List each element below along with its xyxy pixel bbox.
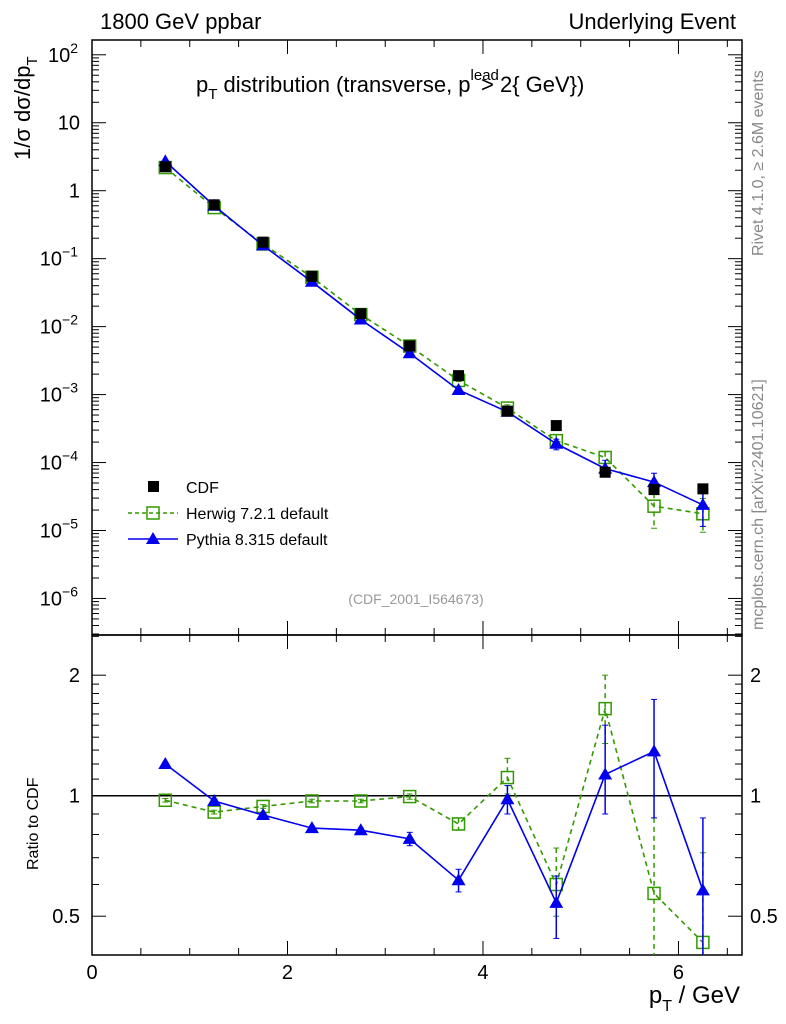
y-tick-label: 10−2 <box>40 312 78 339</box>
pythia-line <box>164 750 704 905</box>
y-tick-label: 10−6 <box>40 583 78 610</box>
cdf-data-marker <box>453 370 465 382</box>
herwig-line <box>164 166 704 515</box>
main-series <box>158 154 710 533</box>
cdf-data-marker <box>355 308 367 320</box>
ratio-y-tick-label-left: 0.5 <box>52 906 80 928</box>
pythia-marker <box>549 436 564 449</box>
pythia-marker <box>500 792 515 805</box>
herwig-line <box>165 705 704 943</box>
y-tick-label: 1 <box>69 181 80 203</box>
ratio-series <box>158 674 710 955</box>
pythia-marker <box>695 497 710 510</box>
pythia-marker <box>353 823 368 836</box>
cdf-data-marker <box>648 484 660 496</box>
legend-marker-herwig <box>146 506 160 520</box>
herwig-marker <box>207 805 221 819</box>
herwig-marker <box>305 794 319 808</box>
ratio-y-axis-label: Ratio to CDF <box>25 777 42 870</box>
cdf-data-marker <box>501 405 513 417</box>
herwig-marker <box>647 886 661 901</box>
main-y-axis-label: 1/σ dσ/dpT <box>10 56 41 160</box>
pythia-marker <box>207 793 222 806</box>
ratio-y-tick-label-right: 1 <box>750 786 761 808</box>
header-right: Underlying Event <box>568 9 736 34</box>
herwig-marker <box>354 794 368 808</box>
ratio-y-tick-label-right: 0.5 <box>750 906 778 928</box>
x-tick-label: 2 <box>282 962 293 984</box>
side-label-rivet: Rivet 4.1.0, ≥ 2.6M events <box>750 70 767 256</box>
cdf-data-marker <box>257 236 269 248</box>
pythia-marker <box>451 873 466 886</box>
legend-marker-pythia <box>146 532 160 544</box>
cdf-data-marker <box>208 199 220 211</box>
y-tick-label: 10−3 <box>40 380 78 407</box>
cdf-data-marker <box>404 340 416 352</box>
pythia-marker <box>402 346 417 359</box>
legend-marker-cdf <box>148 481 159 492</box>
ratio-y-tick-label-right: 2 <box>750 665 761 687</box>
herwig-marker <box>647 499 661 513</box>
cdf-data-marker <box>306 270 318 282</box>
y-tick-label: 10−5 <box>40 516 78 543</box>
y-tick-label: 10−1 <box>40 244 78 271</box>
pythia-marker <box>598 767 613 780</box>
y-tick-label: 102 <box>48 40 78 67</box>
x-axis-label: pT / GeV <box>649 982 740 1015</box>
herwig-marker <box>402 789 417 804</box>
x-tick-label: 6 <box>673 962 684 984</box>
legend-label-herwig: Herwig 7.2.1 default <box>186 506 329 523</box>
pythia-marker <box>695 883 710 896</box>
x-tick-label: 0 <box>86 962 97 984</box>
cdf-data-marker <box>599 466 611 478</box>
herwig-marker <box>598 701 612 716</box>
herwig-marker <box>158 793 173 808</box>
legend-label-pythia: Pythia 8.315 default <box>186 532 328 549</box>
pythia-marker <box>647 744 662 757</box>
pythia-marker <box>256 807 271 820</box>
legend: CDF Herwig 7.2.1 default Pythia 8.315 de… <box>128 480 329 549</box>
x-tick-label: 4 <box>477 962 488 984</box>
cdf-data-marker <box>697 483 709 495</box>
analysis-watermark: (CDF_2001_I564673) <box>348 591 483 607</box>
herwig-marker <box>500 770 515 785</box>
herwig-marker <box>451 817 466 831</box>
pythia-marker <box>304 821 319 834</box>
pythia-line <box>164 160 704 506</box>
pythia-marker <box>647 475 662 488</box>
y-tick-label: 10 <box>58 113 80 135</box>
pythia-marker <box>402 831 417 844</box>
pythia-marker <box>549 895 564 908</box>
main-title: pT distribution (transverse, plead > 2{ … <box>196 67 584 103</box>
ratio-y-tick-label-left: 1 <box>69 786 80 808</box>
cdf-data-marker <box>159 161 171 173</box>
legend-label-cdf: CDF <box>186 480 219 497</box>
cdf-data-marker <box>550 420 562 432</box>
ratio-y-tick-label-left: 2 <box>69 665 80 687</box>
header-left: 1800 GeV ppbar <box>100 9 261 34</box>
pythia-marker <box>158 756 173 769</box>
y-tick-label: 10−4 <box>40 448 78 475</box>
pythia-marker <box>451 382 466 395</box>
side-label-mcplots: mcplots.cern.ch [arXiv:2401.10621] <box>750 379 767 630</box>
